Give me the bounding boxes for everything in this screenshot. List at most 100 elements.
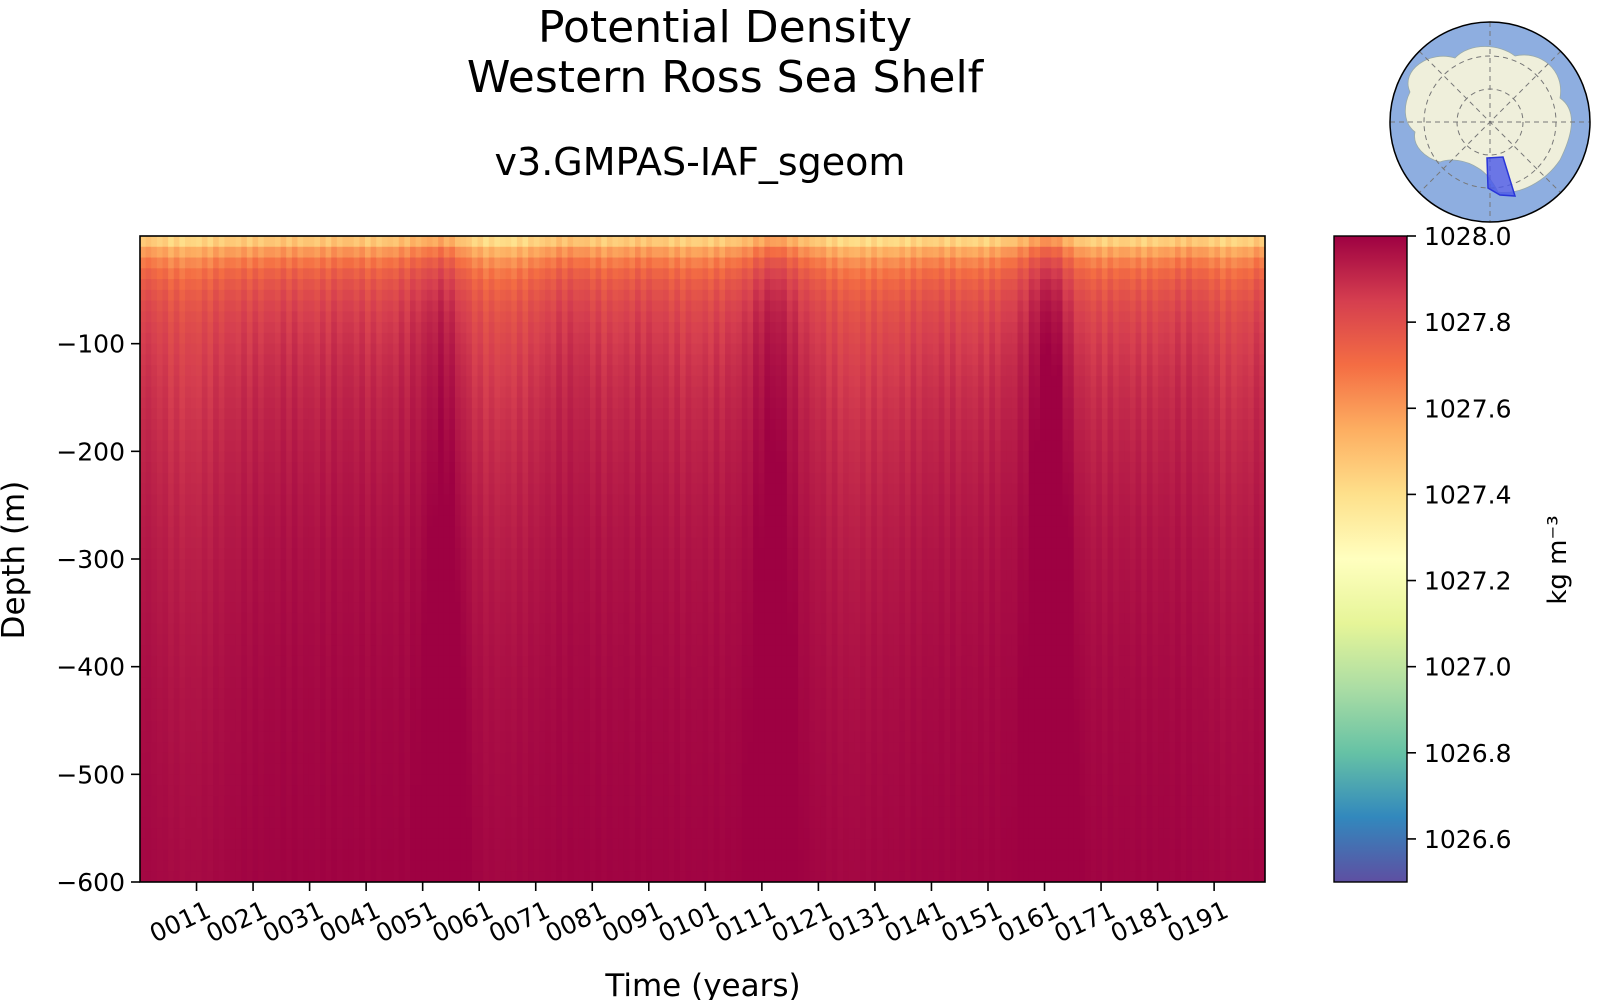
heatmap-cell (297, 559, 304, 571)
heatmap-cell (201, 569, 209, 582)
heatmap-cell (522, 236, 529, 248)
heatmap-cell (460, 419, 467, 431)
heatmap-cell (449, 591, 456, 603)
heatmap-cell (342, 871, 349, 882)
heatmap-cell (156, 698, 164, 711)
heatmap-cell (185, 785, 192, 797)
heatmap-cell (561, 397, 569, 409)
heatmap-cell (314, 580, 321, 592)
heatmap-cell (578, 742, 585, 754)
heatmap-cell (573, 375, 580, 388)
heatmap-cell (218, 828, 225, 840)
heatmap-cell (590, 709, 597, 722)
heatmap-cell (421, 785, 428, 797)
heatmap-cell (151, 666, 158, 679)
heatmap-cell (336, 354, 344, 366)
heatmap-cell (483, 655, 490, 668)
heatmap-cell (297, 386, 304, 399)
heatmap-cell (477, 774, 484, 786)
heatmap-cell (213, 849, 220, 862)
heatmap-cell (410, 795, 417, 808)
heatmap-cell (522, 440, 529, 452)
heatmap-cell (573, 838, 580, 851)
heatmap-cell (443, 408, 450, 420)
heatmap-cell (303, 419, 310, 431)
heatmap-cell (286, 537, 293, 549)
heatmap-cell (387, 279, 394, 291)
heatmap-cell (275, 300, 282, 312)
heatmap-cell (443, 860, 450, 872)
heatmap-cell (168, 354, 175, 366)
heatmap-cell (263, 279, 270, 291)
heatmap-cell (145, 742, 152, 754)
heatmap-cell (573, 440, 580, 452)
heatmap-cell (280, 311, 287, 323)
heatmap-cell (342, 666, 349, 679)
heatmap-cell (539, 246, 546, 259)
heatmap-cell (398, 709, 405, 722)
heatmap-cell (145, 375, 152, 388)
heatmap-cell (578, 408, 585, 420)
heatmap-cell (415, 311, 422, 323)
heatmap-cell (567, 279, 574, 291)
heatmap-cell (252, 849, 259, 862)
heatmap-cell (213, 591, 220, 603)
heatmap-cell (415, 559, 422, 571)
heatmap-cell (455, 311, 462, 323)
heatmap-cell (190, 838, 197, 851)
heatmap-cell (235, 472, 242, 485)
heatmap-cell (494, 386, 501, 399)
heatmap-cell (241, 871, 248, 882)
heatmap-cell (578, 322, 585, 334)
heatmap-cell (168, 774, 175, 786)
heatmap-cell (156, 515, 164, 528)
heatmap-cell (179, 688, 186, 700)
heatmap-cell (207, 246, 214, 259)
heatmap-cell (291, 354, 299, 366)
heatmap-cell (151, 257, 158, 269)
heatmap-cell (483, 322, 490, 334)
heatmap-cell (584, 408, 591, 420)
heatmap-cell (477, 742, 484, 754)
heatmap-cell (488, 860, 495, 872)
heatmap-cell (325, 322, 332, 334)
heatmap-cell (280, 397, 287, 409)
heatmap-cell (483, 774, 490, 786)
heatmap-cell (584, 236, 591, 248)
heatmap-cell (539, 688, 546, 700)
heatmap-cell (156, 279, 164, 291)
heatmap-cell (449, 666, 456, 679)
heatmap-cell (308, 257, 315, 269)
heatmap-cell (235, 462, 242, 474)
heatmap-cell (550, 720, 557, 732)
heatmap-cell (471, 591, 479, 603)
heatmap-cell (162, 774, 169, 786)
heatmap-cell (173, 515, 180, 528)
heatmap-cell (471, 236, 479, 248)
heatmap-cell (483, 742, 490, 754)
heatmap-cell (325, 472, 332, 485)
heatmap-cell (140, 472, 147, 485)
heatmap-cell (303, 526, 310, 539)
heatmap-cell (286, 591, 293, 603)
heatmap-cell (269, 526, 276, 539)
heatmap-cell (483, 763, 490, 775)
heatmap-cell (280, 677, 287, 689)
heatmap-cell (269, 569, 276, 582)
heatmap-cell (156, 860, 164, 872)
heatmap-cell (145, 515, 152, 528)
heatmap-cell (151, 515, 158, 528)
heatmap-cell (370, 742, 377, 754)
heatmap-cell (196, 472, 203, 485)
heatmap-cell (342, 462, 349, 474)
heatmap-cell (432, 763, 439, 775)
heatmap-cell (179, 849, 186, 862)
heatmap-cell (595, 580, 602, 592)
heatmap-cell (533, 871, 540, 882)
heatmap-cell (353, 279, 360, 291)
heatmap-cell (455, 817, 462, 829)
heatmap-cell (449, 602, 456, 614)
heatmap-cell (528, 472, 535, 485)
heatmap-cell (561, 483, 569, 495)
heatmap-cell (381, 742, 389, 754)
